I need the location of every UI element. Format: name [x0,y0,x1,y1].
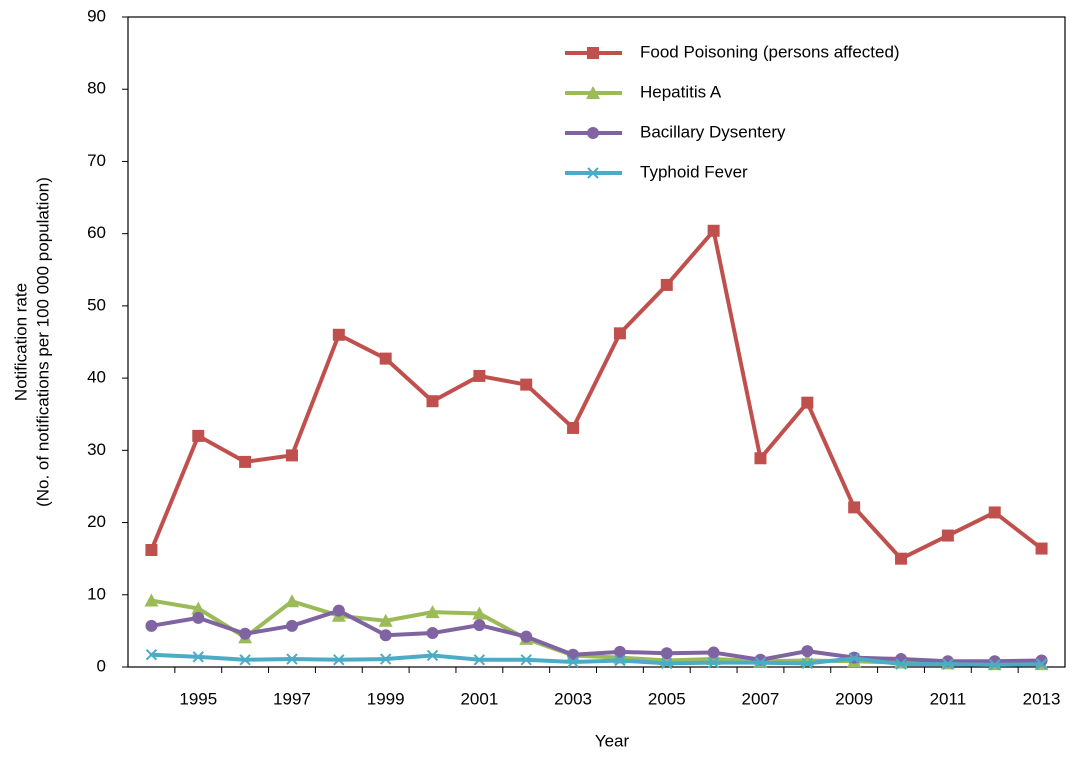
marker [567,421,580,434]
marker [587,127,599,139]
marker [239,455,252,468]
marker [192,611,205,624]
marker [379,629,392,642]
plot-frame [127,16,1066,668]
marker [613,327,626,340]
y-axis-label: Notification rate [11,283,30,401]
marker [614,654,626,667]
marker [473,619,486,632]
y-tick-label: 50 [87,295,106,314]
x-tick-label: 2013 [1023,689,1061,708]
marker [942,658,954,670]
marker [425,605,440,619]
marker [473,369,486,382]
legend-label: Hepatitis A [640,82,722,101]
marker [660,278,673,291]
marker [754,452,767,465]
x-tick-label: 2003 [554,689,592,708]
y-tick-label: 0 [97,656,106,675]
marker [1035,658,1048,670]
y-axis-label: (No. of notifications per 100 000 popula… [33,177,52,507]
marker [426,395,439,408]
series-line [151,652,1042,667]
marker [379,653,392,665]
y-tick-label: 60 [87,223,106,242]
x-tick-label: 1999 [367,689,405,708]
y-tick-label: 80 [87,79,106,98]
marker [192,651,204,663]
marker [848,501,861,514]
marker [660,647,673,660]
marker [587,47,599,59]
marker [707,656,720,669]
marker [332,604,345,617]
marker [587,167,599,179]
marker [988,506,1001,519]
marker [754,656,767,669]
marker [426,627,439,640]
x-tick-label: 2001 [460,689,498,708]
x-axis-label: Year [595,731,630,750]
y-tick-label: 10 [87,584,106,603]
marker [895,658,907,670]
marker [586,86,600,99]
marker [707,224,720,237]
x-tick-label: 1997 [273,689,311,708]
x-tick-label: 2005 [648,689,686,708]
marker [144,593,159,607]
x-tick-label: 1995 [179,689,217,708]
marker [520,378,533,391]
marker [426,649,439,662]
marker [191,601,206,615]
marker [895,552,908,565]
marker [848,652,860,665]
marker [707,646,720,659]
marker [613,645,626,658]
marker [989,659,1001,671]
marker [239,654,251,666]
marker [520,630,533,643]
marker [801,396,814,409]
marker [285,619,298,632]
marker [567,656,579,668]
y-tick-label: 70 [87,151,106,170]
marker [286,653,298,665]
x-tick-label: 2009 [835,689,873,708]
y-tick-label: 30 [87,440,106,459]
marker [192,429,205,442]
marker [333,654,345,666]
marker [145,544,158,556]
legend-label: Bacillary Dysentery [640,122,786,141]
legend-label: Food Poisoning (persons affected) [640,42,900,61]
marker [378,613,393,627]
marker [472,606,487,620]
marker [145,649,158,661]
series-line [151,608,1042,664]
marker [145,619,158,632]
marker [379,352,392,365]
y-tick-label: 20 [87,512,106,531]
x-tick-label: 2007 [742,689,780,708]
marker [284,594,299,608]
marker [941,529,954,542]
marker [285,449,298,462]
marker [520,654,532,666]
marker [473,654,486,666]
legend-label: Typhoid Fever [640,162,748,181]
marker [801,645,814,658]
x-tick-label: 2011 [930,689,967,708]
series-line [149,228,1043,561]
marker [332,328,345,341]
marker [801,657,814,670]
y-tick-label: 90 [87,6,106,25]
marker [1035,542,1048,555]
marker [239,627,252,640]
y-tick-label: 40 [87,368,106,387]
marker [661,657,673,670]
